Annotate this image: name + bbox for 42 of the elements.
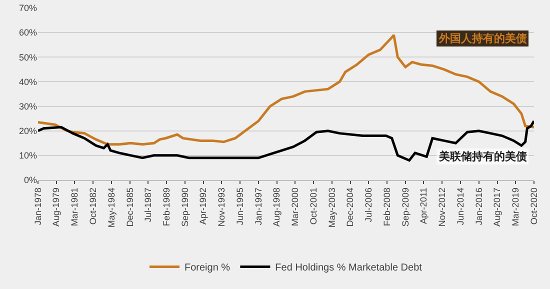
- x-tick-label: Sep-2009: [400, 188, 410, 227]
- x-tick-label: Mar-2019: [510, 188, 521, 226]
- x-tick-label: Nov-2012: [437, 188, 448, 227]
- y-tick-label: 70%: [18, 3, 37, 14]
- x-tick-label: Aug-1979: [51, 188, 62, 227]
- x-tick-label: Jul-2006: [364, 188, 374, 222]
- x-tick-label: May-2003: [326, 188, 337, 228]
- annotation: 外国人持有的美债: [438, 32, 527, 45]
- x-tick-label: Jun-1995: [234, 188, 245, 226]
- x-tick-label: Oct-1982: [88, 188, 98, 225]
- y-tick-label: 30%: [18, 101, 37, 112]
- x-tick-label: Feb-1989: [162, 188, 172, 226]
- y-tick-label: 0%: [24, 175, 37, 186]
- x-tick-label: Mar-1981: [70, 188, 80, 226]
- line-series: [38, 120, 534, 162]
- x-tick-label: Sep-1990: [180, 188, 190, 227]
- x-tick-label: Feb-2008: [382, 188, 392, 226]
- y-tick-label: 40%: [18, 76, 37, 87]
- y-tick-label: 10%: [18, 150, 37, 161]
- y-tick-label: 20%: [18, 126, 37, 136]
- x-tick-label: Jan-2016: [474, 188, 484, 226]
- x-tick-label: Apr-2011: [418, 188, 429, 224]
- legend-label: Foreign %: [184, 262, 230, 274]
- y-tick-label: 60%: [18, 28, 37, 38]
- x-tick-label: Dec-1985: [124, 188, 135, 227]
- x-tick-label: Aug-2017: [492, 188, 502, 227]
- annotation: 美联储持有的美债: [438, 150, 527, 163]
- x-tick-label: Aug-1998: [272, 188, 282, 227]
- legend-label: Fed Holdings % Marketable Debt: [275, 262, 422, 274]
- line-series: [38, 34, 534, 146]
- x-tick-label: Oct-2001: [308, 188, 318, 225]
- x-tick-label: Jan-1978: [32, 188, 43, 226]
- x-tick-label: May-1984: [106, 188, 116, 228]
- y-tick-label: 50%: [18, 52, 37, 62]
- x-tick-label: Apr-1992: [198, 188, 208, 225]
- x-tick-label: Mar-2000: [290, 188, 300, 226]
- x-tick-label: Jan-1997: [253, 188, 264, 226]
- x-tick-label: Nov-1993: [216, 188, 227, 227]
- x-tick-label: Dec-2004: [345, 188, 356, 227]
- x-tick-label: Oct-2020: [528, 188, 539, 225]
- x-tick-label: Jun-2014: [455, 188, 466, 226]
- x-tick-label: Jul-1987: [143, 188, 154, 222]
